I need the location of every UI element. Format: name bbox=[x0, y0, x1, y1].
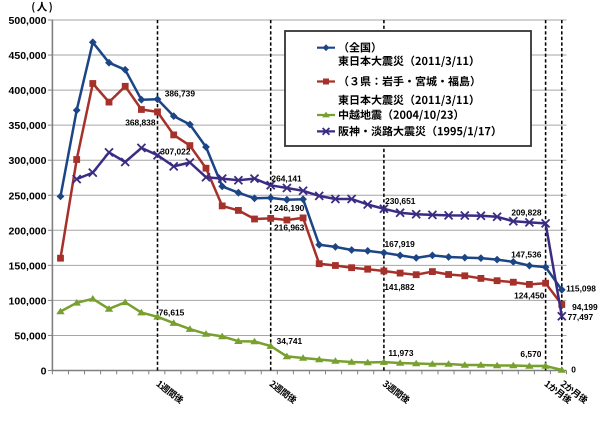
svg-text:124,450: 124,450 bbox=[514, 290, 545, 300]
svg-text:250,000: 250,000 bbox=[9, 190, 47, 202]
svg-text:300,000: 300,000 bbox=[9, 155, 47, 167]
svg-text:34,741: 34,741 bbox=[277, 336, 303, 346]
svg-text:350,000: 350,000 bbox=[9, 120, 47, 132]
svg-text:0: 0 bbox=[571, 364, 576, 374]
svg-text:141,882: 141,882 bbox=[384, 282, 415, 292]
svg-text:167,919: 167,919 bbox=[385, 239, 416, 249]
svg-text:307,022: 307,022 bbox=[160, 146, 191, 156]
svg-text:216,963: 216,963 bbox=[274, 222, 305, 232]
svg-text:147,536: 147,536 bbox=[511, 249, 542, 259]
svg-text:76,615: 76,615 bbox=[159, 307, 185, 317]
svg-text:230,651: 230,651 bbox=[385, 196, 416, 206]
svg-text:209,828: 209,828 bbox=[511, 207, 542, 217]
svg-text:100,000: 100,000 bbox=[9, 295, 47, 307]
svg-text:200,000: 200,000 bbox=[9, 225, 47, 237]
svg-text:77,497: 77,497 bbox=[568, 312, 594, 322]
svg-text:246,190: 246,190 bbox=[274, 203, 305, 213]
svg-text:400,000: 400,000 bbox=[9, 85, 47, 97]
svg-text:500,000: 500,000 bbox=[9, 15, 47, 27]
svg-text:115,098: 115,098 bbox=[566, 283, 596, 293]
svg-text:386,739: 386,739 bbox=[165, 89, 196, 99]
svg-text:94,199: 94,199 bbox=[572, 302, 598, 312]
svg-text:0: 0 bbox=[41, 366, 47, 378]
svg-text:11,973: 11,973 bbox=[388, 348, 413, 358]
svg-text:368,838: 368,838 bbox=[125, 117, 156, 127]
svg-text:264,141: 264,141 bbox=[271, 174, 302, 184]
svg-text:6,570: 6,570 bbox=[520, 349, 541, 359]
svg-text:450,000: 450,000 bbox=[9, 50, 47, 62]
svg-text:50,000: 50,000 bbox=[14, 330, 46, 342]
svg-text:150,000: 150,000 bbox=[9, 260, 47, 272]
